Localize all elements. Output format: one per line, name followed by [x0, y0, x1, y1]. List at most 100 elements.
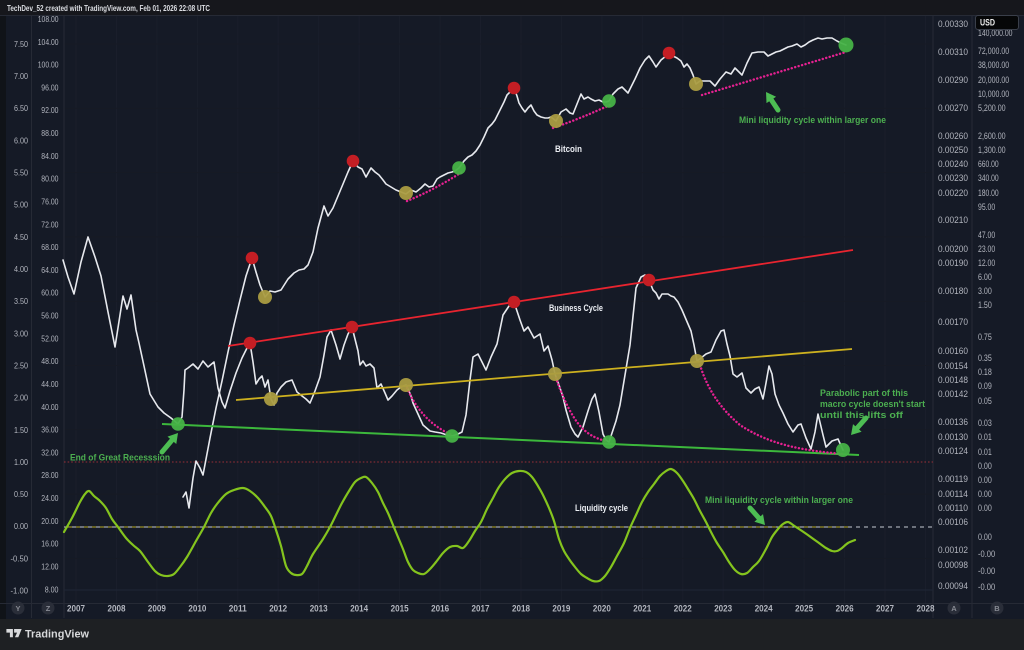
svg-text:2024: 2024	[755, 604, 773, 614]
svg-text:100.00: 100.00	[38, 60, 59, 70]
svg-text:0.00200: 0.00200	[938, 244, 968, 254]
svg-text:0.00170: 0.00170	[938, 317, 968, 327]
svg-text:0.00119: 0.00119	[938, 474, 968, 484]
svg-text:340.00: 340.00	[978, 173, 999, 183]
svg-text:6.00: 6.00	[978, 272, 992, 282]
svg-text:1.50: 1.50	[14, 425, 28, 435]
svg-text:0.00114: 0.00114	[938, 489, 968, 499]
svg-text:20.00: 20.00	[41, 516, 58, 526]
svg-text:0.00230: 0.00230	[938, 173, 968, 183]
svg-text:0.00: 0.00	[14, 521, 28, 531]
svg-text:2007: 2007	[67, 604, 85, 614]
svg-text:0.00: 0.00	[978, 489, 992, 499]
svg-text:2015: 2015	[391, 604, 409, 614]
svg-text:5.50: 5.50	[14, 168, 28, 178]
svg-text:A: A	[951, 604, 957, 613]
svg-text:6.50: 6.50	[14, 103, 28, 113]
svg-text:7.00: 7.00	[14, 71, 28, 81]
svg-text:10,000.00: 10,000.00	[978, 89, 1009, 99]
svg-text:96.00: 96.00	[41, 82, 58, 92]
svg-text:3.50: 3.50	[14, 296, 28, 306]
svg-text:0.00136: 0.00136	[938, 417, 968, 427]
svg-text:Mini liquidity cycle within la: Mini liquidity cycle within larger one	[705, 495, 853, 506]
svg-text:36.00: 36.00	[41, 425, 58, 435]
svg-text:140,000.00: 140,000.00	[978, 28, 1013, 38]
svg-text:0.75: 0.75	[978, 332, 992, 342]
svg-text:Business Cycle: Business Cycle	[549, 303, 603, 313]
svg-text:23.00: 23.00	[978, 244, 995, 254]
svg-text:64.00: 64.00	[41, 265, 58, 275]
svg-text:38,000.00: 38,000.00	[978, 60, 1009, 70]
svg-text:2014: 2014	[350, 604, 368, 614]
svg-text:Liquidity cycle: Liquidity cycle	[575, 503, 628, 513]
svg-text:8.00: 8.00	[45, 584, 59, 594]
svg-text:84.00: 84.00	[41, 151, 58, 161]
svg-text:2021: 2021	[633, 604, 651, 614]
svg-text:0.00250: 0.00250	[938, 145, 968, 155]
svg-text:0.35: 0.35	[978, 353, 992, 363]
svg-text:2010: 2010	[188, 604, 206, 614]
svg-text:2023: 2023	[714, 604, 732, 614]
svg-text:0.00270: 0.00270	[938, 103, 968, 113]
svg-text:2008: 2008	[108, 604, 126, 614]
svg-text:16.00: 16.00	[41, 539, 58, 549]
svg-text:0.00310: 0.00310	[938, 47, 968, 57]
svg-text:2017: 2017	[472, 604, 490, 614]
svg-text:3.00: 3.00	[14, 328, 28, 338]
svg-text:4.50: 4.50	[14, 232, 28, 242]
svg-text:2013: 2013	[310, 604, 328, 614]
svg-text:0.09: 0.09	[978, 381, 992, 391]
svg-text:macro cycle doesn't start: macro cycle doesn't start	[820, 399, 926, 410]
svg-text:108.00: 108.00	[38, 14, 59, 24]
svg-text:-0.00: -0.00	[978, 549, 995, 559]
svg-text:88.00: 88.00	[41, 128, 58, 138]
svg-text:-1.00: -1.00	[11, 586, 29, 596]
svg-text:0.00102: 0.00102	[938, 545, 968, 555]
svg-text:44.00: 44.00	[41, 379, 58, 389]
svg-text:0.03: 0.03	[978, 418, 992, 428]
svg-text:6.00: 6.00	[14, 135, 28, 145]
svg-text:104.00: 104.00	[38, 37, 59, 47]
svg-text:0.00260: 0.00260	[938, 131, 968, 141]
svg-text:52.00: 52.00	[41, 333, 58, 343]
svg-text:0.00220: 0.00220	[938, 188, 968, 198]
svg-text:2009: 2009	[148, 604, 166, 614]
svg-text:80.00: 80.00	[41, 174, 58, 184]
svg-text:2.50: 2.50	[14, 361, 28, 371]
svg-text:0.00110: 0.00110	[938, 503, 968, 513]
svg-text:until this lifts off: until this lifts off	[820, 410, 904, 421]
svg-text:-0.00: -0.00	[978, 582, 995, 592]
svg-text:0.01: 0.01	[978, 447, 992, 457]
svg-text:2028: 2028	[917, 604, 935, 614]
svg-text:0.00098: 0.00098	[938, 560, 968, 570]
svg-text:2012: 2012	[269, 604, 287, 614]
svg-text:2026: 2026	[836, 604, 854, 614]
svg-text:Parabolic part of this: Parabolic part of this	[820, 388, 908, 399]
svg-text:TechDev_52 created with Tradin: TechDev_52 created with TradingView.com,…	[7, 3, 210, 13]
svg-text:68.00: 68.00	[41, 242, 58, 252]
svg-text:2020: 2020	[593, 604, 611, 614]
svg-text:0.00290: 0.00290	[938, 75, 968, 85]
svg-text:End of Great Recesssion: End of Great Recesssion	[70, 453, 170, 464]
svg-text:0.00240: 0.00240	[938, 159, 968, 169]
svg-text:1.50: 1.50	[978, 300, 992, 310]
svg-text:2018: 2018	[512, 604, 530, 614]
svg-text:0.18: 0.18	[978, 367, 992, 377]
svg-text:0.00148: 0.00148	[938, 375, 968, 385]
svg-text:47.00: 47.00	[978, 230, 995, 240]
svg-text:24.00: 24.00	[41, 493, 58, 503]
svg-text:95.00: 95.00	[978, 202, 995, 212]
svg-text:0.00154: 0.00154	[938, 361, 968, 371]
svg-text:72.00: 72.00	[41, 219, 58, 229]
svg-text:Mini liquidity cycle within la: Mini liquidity cycle within larger one	[739, 115, 886, 126]
svg-text:40.00: 40.00	[41, 402, 58, 412]
svg-text:0.01: 0.01	[978, 432, 992, 442]
svg-text:0.00094: 0.00094	[938, 581, 968, 591]
svg-text:72,000.00: 72,000.00	[978, 46, 1009, 56]
svg-text:Bitcoin: Bitcoin	[555, 144, 582, 154]
svg-text:7.50: 7.50	[14, 39, 28, 49]
svg-text:32.00: 32.00	[41, 447, 58, 457]
svg-text:5.00: 5.00	[14, 200, 28, 210]
svg-text:0.00: 0.00	[978, 475, 992, 485]
svg-text:12.00: 12.00	[978, 258, 995, 268]
